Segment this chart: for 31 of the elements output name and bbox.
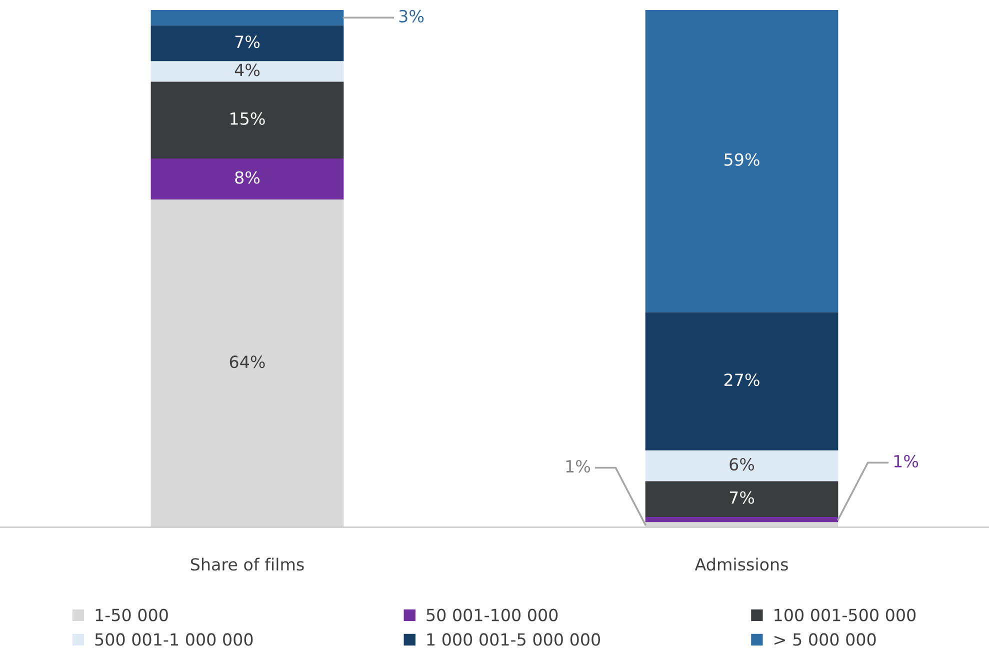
bar [645, 450, 838, 482]
data-label: 7% [235, 35, 260, 48]
data-label: 3% [399, 10, 424, 22]
data-label: 27% [724, 373, 760, 386]
data-label: 1% [566, 460, 590, 473]
bar [150, 25, 344, 62]
data-label: 4% [234, 64, 260, 76]
legend-label: 1-50 000 [96, 608, 168, 622]
legend-label: 1 000 001-5 000 000 [427, 633, 600, 646]
legend-label: 500 001-1 000 000 [95, 633, 253, 646]
data-label: 7% [730, 491, 754, 504]
bar [150, 61, 344, 82]
legend-label: > 5 000 000 [774, 633, 876, 646]
bar [150, 82, 344, 158]
data-label: 1% [894, 454, 918, 468]
data-label: 8% [235, 171, 260, 184]
bar [645, 481, 838, 517]
bar [150, 199, 344, 528]
bar [150, 10, 344, 26]
data-label: 6% [730, 458, 754, 471]
bar [645, 516, 838, 522]
legend-label: 50 001-100 000 [426, 608, 558, 622]
x-tick-label: Admissions [694, 558, 788, 571]
legend-label: 100 001-500 000 [774, 608, 916, 622]
bar [150, 158, 344, 200]
bar [645, 312, 838, 450]
bar [645, 10, 838, 312]
data-label: 59% [724, 153, 760, 166]
data-label: 64% [230, 356, 265, 368]
data-label: 15% [230, 112, 265, 125]
x-tick-label: Share of films [190, 558, 304, 571]
